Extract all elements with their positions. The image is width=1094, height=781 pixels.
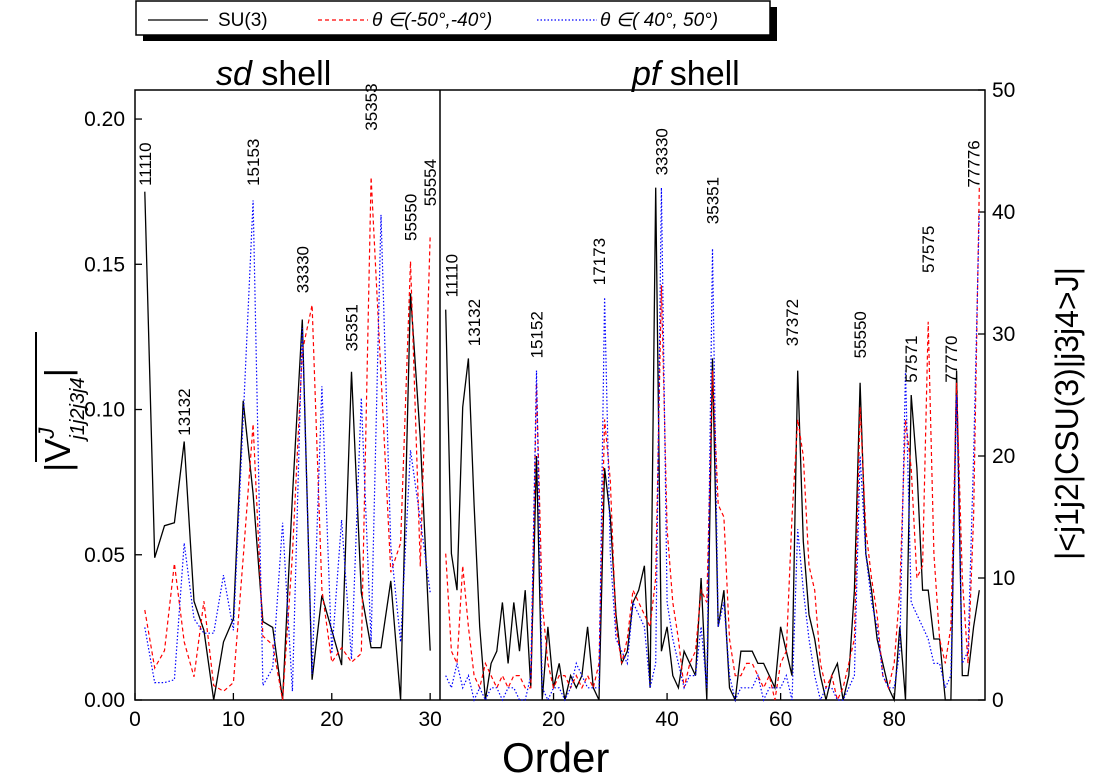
sd-annotation: 33330 [293, 246, 312, 293]
sd-ylabel-bar: |V [37, 439, 78, 472]
sd-ylabel-sub: j1j2j3j4 [67, 377, 89, 442]
pf-annotation: 11110 [442, 254, 461, 298]
sd-annotation: 35353 [362, 83, 381, 130]
sd-x-tick-label: 30 [418, 708, 441, 731]
pf-y-tick-label: 20 [992, 445, 1015, 468]
sd-y-tick-label: 0.05 [84, 544, 125, 567]
pf-ylabel: |<j1j2|CSU(3)|j3j4>J| [1049, 267, 1085, 560]
pf-title-italic: pf [631, 55, 664, 93]
pf-y-axis-label: |<j1j2|CSU(3)|j3j4>J| [1049, 267, 1085, 560]
legend-label-su3: SU(3) [218, 10, 268, 31]
pf-series [445, 187, 980, 703]
sd-title-italic: sd [216, 55, 253, 93]
sd-y-tick-label: 0.15 [84, 253, 125, 276]
sd-annotation: 55554 [421, 159, 440, 206]
pf-title-rest: shell [660, 55, 739, 93]
sd-series-su3 [144, 191, 431, 701]
sd-series-theta-pos [144, 200, 431, 692]
pf-annotation: 77770 [942, 336, 961, 383]
legend-label-pos: θ ∈( 40°, 50°) [600, 10, 718, 31]
pf-x-tick-label: 80 [882, 708, 905, 731]
pf-series-theta-neg [445, 187, 980, 702]
pf-y-tick-label: 40 [992, 201, 1015, 224]
sd-ylabel-main: |VJ j1j2j3j4| [34, 368, 89, 472]
sd-x-tick-label: 0 [129, 708, 141, 731]
pf-y-tick-label: 0 [992, 689, 1004, 712]
pf-annotation: 77776 [965, 140, 984, 187]
sd-ylabel-end: | [37, 368, 78, 377]
pf-y-tick-label: 10 [992, 567, 1015, 590]
pf-annotation: 15152 [528, 311, 547, 358]
sd-x-tick-label: 20 [320, 708, 343, 731]
pf-annotation: 57571 [902, 336, 921, 383]
pf-annotation: 57575 [919, 226, 938, 273]
sd-series [144, 177, 431, 701]
pf-series-su3 [445, 187, 980, 703]
sd-x-tick-label: 10 [222, 708, 245, 731]
pf-annotation: 17173 [590, 238, 609, 285]
pf-annotation: 13132 [465, 299, 484, 346]
sd-title: sd shell [216, 55, 331, 93]
sd-title-rest: shell [252, 55, 331, 93]
pf-x-tick-label: 60 [769, 708, 792, 731]
legend: SU(3) θ ∈(-50°,-40°) θ ∈( 40°, 50°) [135, 0, 777, 41]
pf-annotation: 55550 [851, 311, 870, 358]
x-axis-label: Order [502, 734, 609, 781]
pf-x-tick-label: 40 [655, 708, 678, 731]
annotations: 1111013132151533333035351353535555055554… [136, 83, 984, 435]
sd-annotation: 11110 [136, 142, 155, 186]
sd-y-tick-label: 0.20 [84, 108, 125, 131]
axis-ticks: 0 10 20 30 0.00 0.05 0.10 0.15 0.20 20 40 60 80 0 10 20… [84, 79, 1015, 731]
sd-annotation: 55550 [402, 194, 421, 241]
sd-series-theta-neg [144, 177, 431, 701]
pf-annotation: 37372 [783, 299, 802, 346]
sd-annotation: 15153 [244, 139, 263, 186]
pf-series-theta-pos [445, 187, 980, 702]
plot-frame [134, 89, 986, 701]
sd-annotation: 13132 [175, 388, 194, 435]
pf-x-tick-label: 20 [542, 708, 565, 731]
legend-label-neg: θ ∈(-50°,-40°) [372, 10, 492, 31]
pf-annotation: 35351 [704, 177, 723, 224]
legend-box [135, 0, 771, 36]
pf-annotation: 33330 [652, 128, 671, 175]
sd-y-tick-label: 0.10 [84, 399, 125, 422]
sd-annotation: 35351 [343, 304, 362, 351]
sd-y-tick-label: 0.00 [84, 689, 125, 712]
pf-y-tick-label: 50 [992, 79, 1015, 102]
sd-ylabel-sup: J [34, 427, 59, 440]
pf-title: pf shell [631, 55, 740, 93]
sd-y-axis-label: |VJ j1j2j3j4| [34, 332, 89, 472]
pf-y-tick-label: 30 [992, 323, 1015, 346]
